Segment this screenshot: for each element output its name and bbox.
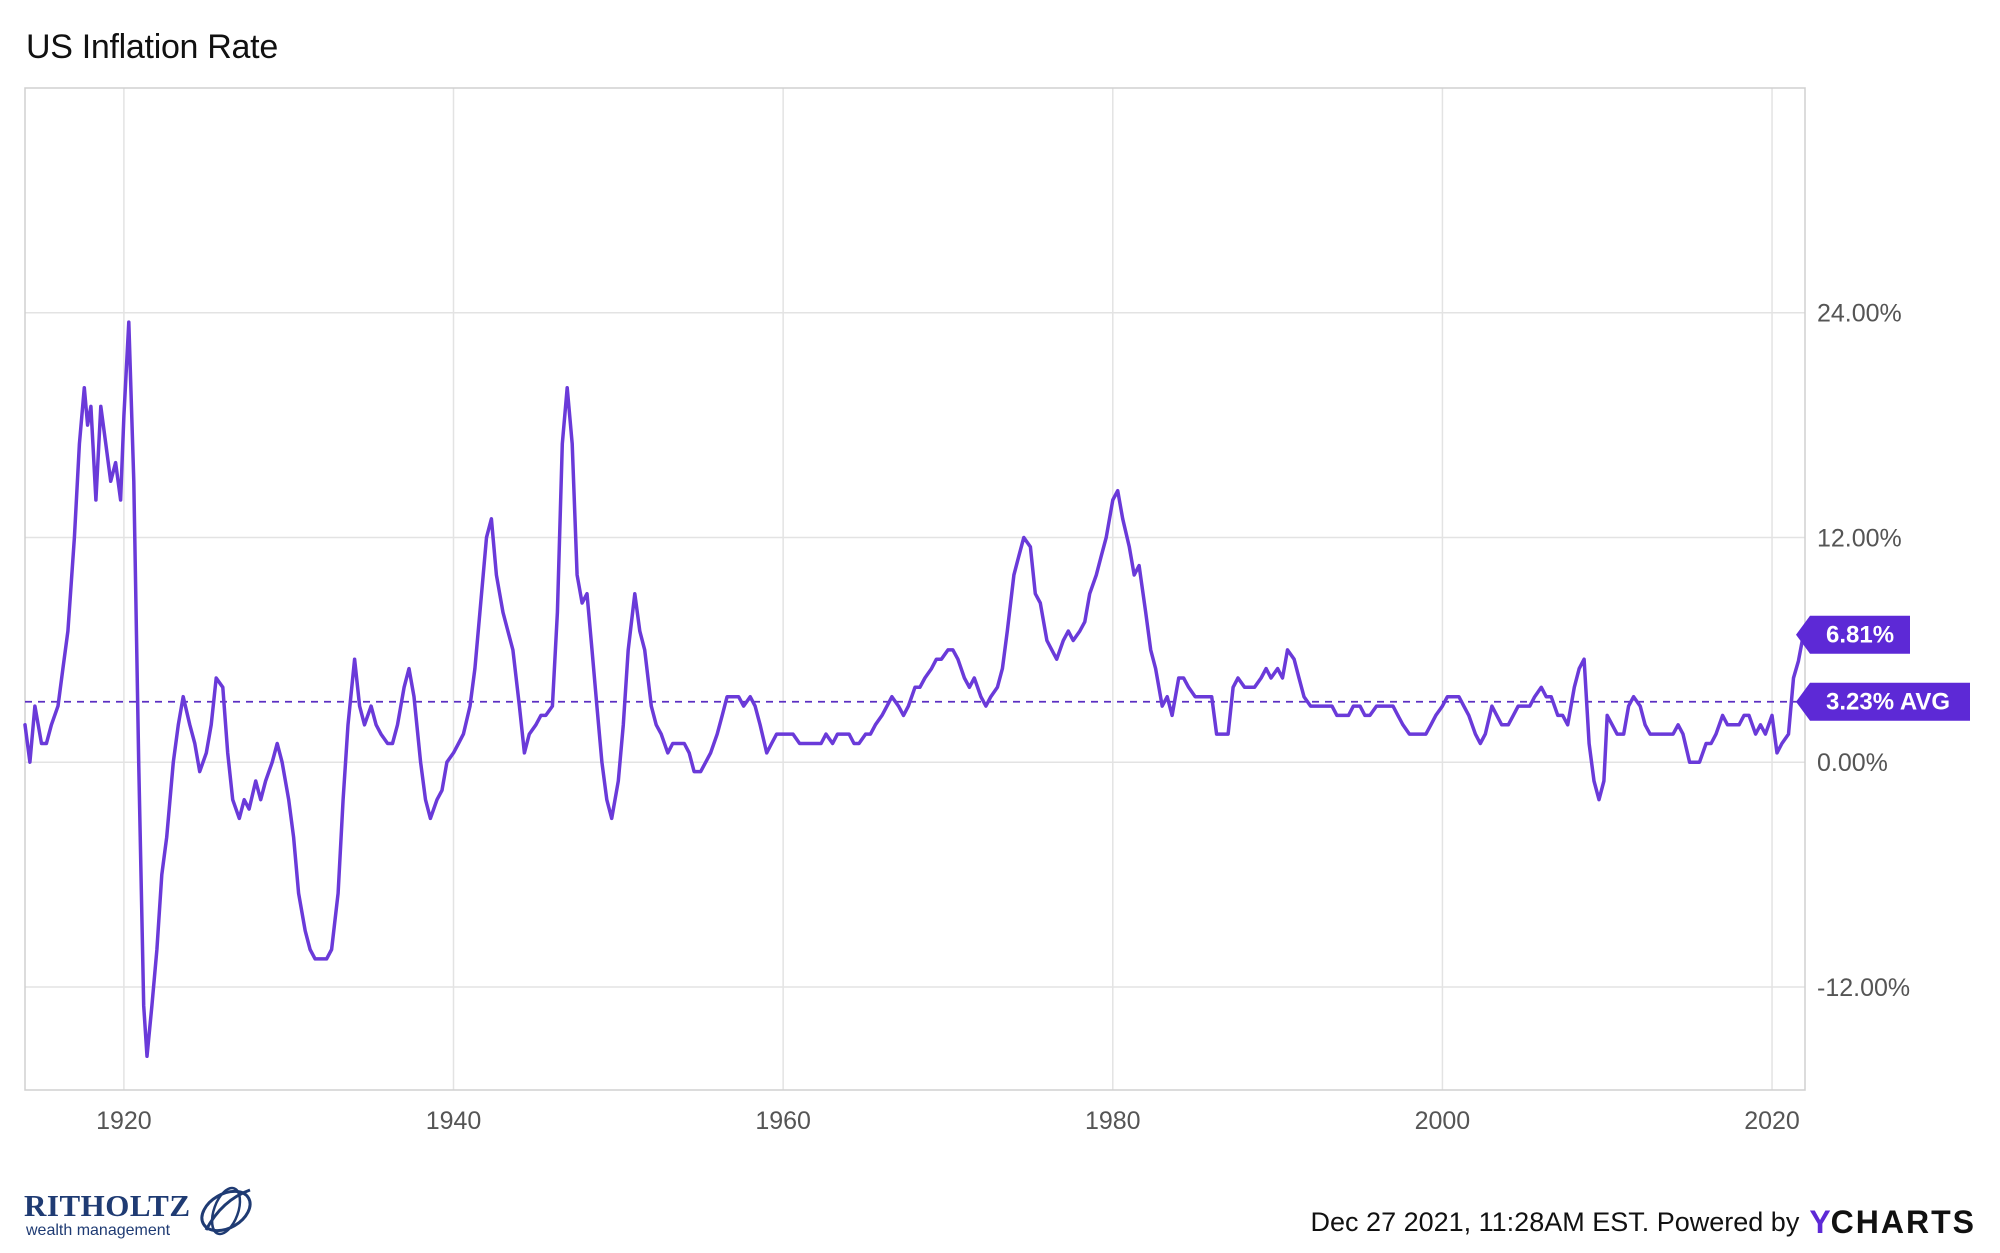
- average-label-bg: [1796, 682, 1970, 721]
- gridlines: [25, 88, 1805, 1090]
- series-group: [23, 320, 1806, 1059]
- ycharts-logo-y[interactable]: Y: [1809, 1204, 1831, 1240]
- last-value-label: 6.81%: [1826, 622, 1894, 649]
- y-tick-label: 24.00%: [1817, 300, 1902, 328]
- x-tick-label: 2000: [1415, 1107, 1471, 1135]
- x-tick-label: 1960: [755, 1107, 811, 1135]
- y-tick-label: 0.00%: [1817, 749, 1888, 777]
- x-tick-label: 2020: [1744, 1107, 1800, 1135]
- x-axis: 1920 1940 1960 1980 2000 2020: [96, 1107, 1800, 1135]
- y-axis: 24.00% 12.00% 0.00% -12.00%: [1817, 300, 1910, 1002]
- logo-name: RITHOLTZ: [24, 1188, 191, 1223]
- logo-subtitle: wealth management: [26, 1222, 171, 1239]
- x-tick-label: 1920: [96, 1107, 152, 1135]
- y-tick-label: -12.00%: [1817, 974, 1910, 1002]
- value-labels: 6.81% 3.23% AVG: [1796, 615, 1970, 721]
- footer-timestamp: Dec 27 2021, 11:28AM EST. Powered by: [1310, 1207, 1800, 1237]
- x-tick-label: 1940: [426, 1107, 482, 1135]
- y-tick-label: 12.00%: [1817, 524, 1902, 552]
- series-line: [23, 320, 1806, 1059]
- footer: Dec 27 2021, 11:28AM EST. Powered by Y CH…: [1311, 1204, 1976, 1241]
- average-label: 3.23% AVG: [1826, 689, 1950, 716]
- x-tick-label: 1980: [1085, 1107, 1141, 1135]
- chart-title: US Inflation Rate: [26, 28, 278, 66]
- plot-frame: [24, 87, 1806, 1091]
- logo-mark-icon: [200, 1186, 252, 1236]
- ycharts-logo-text[interactable]: CHARTS: [1830, 1204, 1976, 1240]
- last-value-label-bg: [1796, 615, 1910, 654]
- ritholtz-logo: RITHOLTZ wealth management: [24, 1180, 254, 1240]
